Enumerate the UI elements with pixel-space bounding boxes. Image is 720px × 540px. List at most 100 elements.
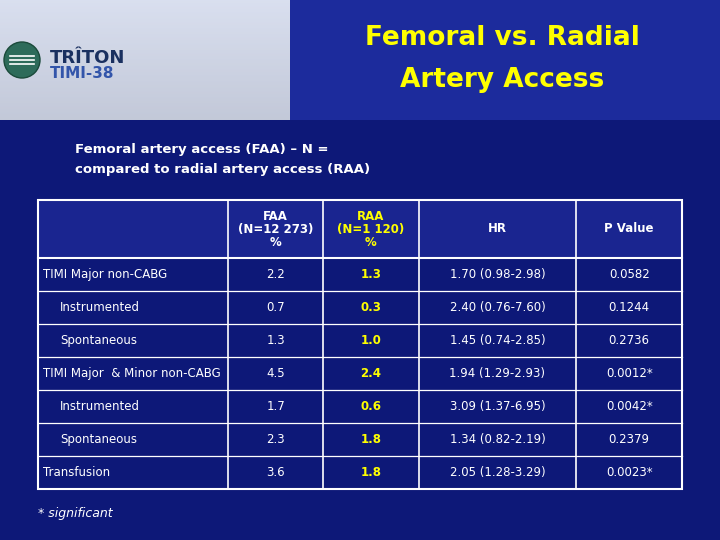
Bar [0, 8, 290, 9]
Text: 1.70 (0.98-2.98): 1.70 (0.98-2.98) [450, 268, 545, 281]
Bar [0, 22, 290, 23]
Text: 2.05 (1.28-3.29): 2.05 (1.28-3.29) [450, 466, 545, 479]
Text: 0.2379: 0.2379 [608, 433, 649, 446]
Text: TIMI Major  & Minor non-CABG: TIMI Major & Minor non-CABG [43, 367, 221, 380]
Text: 0.0012*: 0.0012* [606, 367, 652, 380]
Bar [0, 76, 290, 77]
Bar [0, 115, 290, 116]
Bar [0, 79, 290, 80]
Bar [38, 200, 682, 489]
Bar [0, 30, 290, 31]
Bar [0, 42, 290, 43]
Bar [0, 47, 290, 48]
Bar [0, 108, 290, 109]
Bar [0, 113, 290, 114]
Circle shape [4, 42, 40, 78]
Bar [0, 104, 290, 105]
Text: 1.0: 1.0 [361, 334, 382, 347]
Text: TIMI-38: TIMI-38 [50, 66, 114, 82]
Bar [0, 118, 290, 119]
Bar [38, 200, 682, 489]
Bar [0, 2, 290, 3]
Text: 2.4: 2.4 [361, 367, 382, 380]
Bar [0, 81, 290, 82]
Bar [0, 49, 290, 50]
Bar [0, 37, 290, 38]
Bar [0, 62, 290, 63]
Bar [0, 110, 290, 111]
Bar [0, 102, 290, 103]
Bar [0, 36, 290, 37]
Bar [0, 117, 290, 118]
Bar [0, 71, 290, 72]
Bar [0, 33, 290, 34]
Text: 1.3: 1.3 [361, 268, 382, 281]
Bar [0, 5, 290, 6]
Bar [0, 6, 290, 7]
Bar [0, 97, 290, 98]
Bar [0, 73, 290, 74]
Bar [0, 11, 290, 12]
Bar [0, 9, 290, 10]
Text: * significant: * significant [38, 507, 112, 520]
Bar [0, 0, 720, 120]
Bar [0, 91, 290, 92]
Text: 3.09 (1.37-6.95): 3.09 (1.37-6.95) [450, 400, 545, 413]
Bar [0, 18, 290, 19]
Bar [0, 45, 290, 46]
Bar [0, 29, 290, 30]
Text: Spontaneous: Spontaneous [60, 334, 137, 347]
Bar [0, 54, 290, 55]
Bar [0, 83, 290, 84]
Bar [0, 86, 290, 87]
Text: 1.8: 1.8 [361, 466, 382, 479]
Bar [0, 23, 290, 24]
Bar [0, 35, 290, 36]
Text: Femoral artery access (FAA) – N =: Femoral artery access (FAA) – N = [75, 144, 328, 157]
Bar [0, 106, 290, 107]
Text: 0.0042*: 0.0042* [606, 400, 652, 413]
Text: Instrumented: Instrumented [60, 400, 140, 413]
Text: RAA: RAA [357, 210, 384, 222]
Bar [0, 101, 290, 102]
Bar [38, 200, 682, 258]
Bar [0, 111, 290, 112]
Bar [0, 26, 290, 27]
Bar [0, 74, 290, 75]
Bar [0, 20, 290, 21]
Bar [0, 103, 290, 104]
Bar [0, 109, 290, 110]
Text: Spontaneous: Spontaneous [60, 433, 137, 446]
Bar [0, 65, 290, 66]
Bar [0, 17, 290, 18]
Bar [0, 32, 290, 33]
Bar [0, 56, 290, 57]
Text: TRÎTON: TRÎTON [50, 49, 125, 67]
Text: Instrumented: Instrumented [60, 301, 140, 314]
Bar [0, 98, 290, 99]
Bar [0, 68, 290, 69]
Text: 0.1244: 0.1244 [608, 301, 649, 314]
Bar [0, 99, 290, 100]
Bar [0, 93, 290, 94]
Text: 4.5: 4.5 [266, 367, 285, 380]
Text: %: % [270, 235, 282, 248]
Bar [0, 66, 290, 67]
Text: TIMI Major non-CABG: TIMI Major non-CABG [43, 268, 167, 281]
Text: 1.8: 1.8 [361, 433, 382, 446]
Bar [0, 12, 290, 13]
Bar [0, 75, 290, 76]
Text: 1.45 (0.74-2.85): 1.45 (0.74-2.85) [450, 334, 545, 347]
Bar [0, 63, 290, 64]
Bar [0, 64, 290, 65]
Bar [0, 85, 290, 86]
Text: compared to radial artery access (RAA): compared to radial artery access (RAA) [75, 164, 370, 177]
Bar [0, 95, 290, 96]
Bar [0, 38, 290, 39]
Bar [0, 3, 290, 4]
Bar [0, 40, 290, 41]
Text: P Value: P Value [605, 222, 654, 235]
Bar [0, 14, 290, 15]
Bar [0, 50, 290, 51]
Bar [0, 27, 290, 28]
